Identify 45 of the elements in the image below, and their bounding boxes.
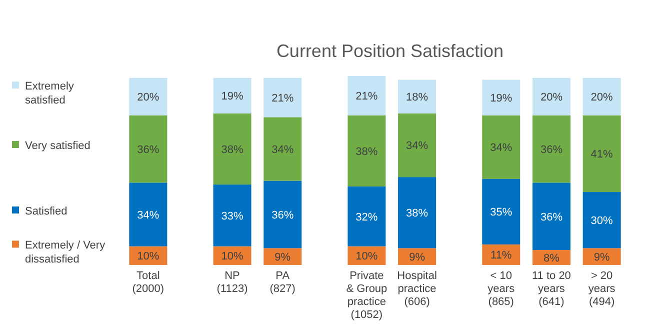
x-tick-label: Total (2000) bbox=[132, 270, 164, 295]
x-tick-label: PA (827) bbox=[270, 270, 296, 295]
data-label: 36% bbox=[540, 144, 563, 156]
legend-label: Extremely satisfied bbox=[25, 80, 74, 107]
x-tick-label: 11 to 20 years (641) bbox=[532, 270, 571, 308]
data-label: 35% bbox=[490, 206, 512, 219]
data-label: 19% bbox=[490, 92, 512, 105]
x-tick-label: > 20 years (494) bbox=[588, 270, 616, 308]
data-label: 21% bbox=[272, 92, 294, 105]
data-label: 19% bbox=[221, 90, 244, 103]
data-label: 33% bbox=[221, 210, 244, 222]
x-tick-label: Private & Group practice (1052) bbox=[346, 270, 388, 321]
data-label: 9% bbox=[274, 252, 291, 264]
legend-label: Extremely / Very dissatisfied bbox=[25, 240, 106, 266]
data-label: 34% bbox=[406, 140, 428, 152]
data-label: 38% bbox=[356, 146, 378, 158]
data-label: 9% bbox=[594, 252, 610, 264]
chart-title: Current Position Satisfaction bbox=[276, 41, 504, 61]
data-label: 41% bbox=[590, 148, 614, 161]
x-tick-label: NP (1123) bbox=[216, 270, 248, 295]
data-label: 18% bbox=[406, 92, 428, 104]
data-label: 10% bbox=[356, 250, 378, 263]
data-label: 34% bbox=[137, 209, 160, 222]
legend-label: Satisfied bbox=[25, 205, 68, 218]
data-label: 36% bbox=[137, 144, 160, 156]
data-label: 30% bbox=[590, 215, 614, 228]
data-label: 20% bbox=[590, 92, 614, 104]
data-label: 34% bbox=[272, 144, 294, 156]
data-label: 34% bbox=[490, 142, 512, 154]
data-label: 10% bbox=[137, 250, 160, 263]
data-label: 36% bbox=[540, 211, 563, 224]
data-label: 32% bbox=[356, 211, 378, 224]
x-tick-label: Hospital practice (606) bbox=[397, 270, 437, 308]
data-label: 10% bbox=[221, 250, 244, 263]
data-label: 38% bbox=[406, 208, 428, 220]
x-tick-label: < 10 years (865) bbox=[488, 270, 516, 308]
data-label: 38% bbox=[221, 144, 244, 156]
data-label: 21% bbox=[356, 90, 378, 103]
data-label: 9% bbox=[409, 252, 426, 264]
legend-label: Very satisfied bbox=[25, 140, 90, 152]
data-label: 36% bbox=[272, 209, 294, 222]
data-label: 20% bbox=[137, 92, 160, 104]
data-label: 8% bbox=[544, 252, 560, 265]
data-label: 11% bbox=[490, 250, 512, 262]
data-label: 20% bbox=[540, 92, 563, 104]
